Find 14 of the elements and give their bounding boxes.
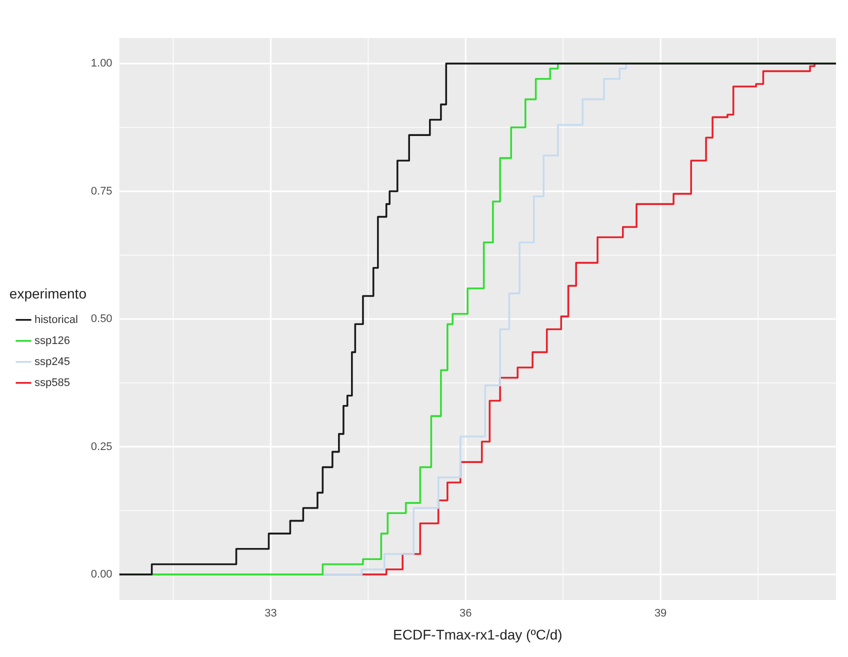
x-axis-title: ECDF-Tmax-rx1-day (ºC/d) (393, 626, 562, 642)
legend-label: ssp245 (34, 356, 70, 368)
x-tick-label: 36 (460, 608, 472, 620)
y-tick-label: 0.75 (90, 185, 112, 198)
x-tick-label: 33 (264, 608, 277, 620)
legend-label: ssp585 (34, 376, 70, 389)
legend-label: ssp126 (34, 334, 70, 347)
x-tick-label: 39 (654, 608, 667, 620)
y-tick-label: 0.00 (90, 568, 112, 580)
y-tick-label: 0.25 (90, 440, 112, 453)
legend-title: experimento (9, 285, 87, 302)
legend-label: historical (34, 314, 78, 326)
y-tick-label: 0.50 (90, 313, 112, 326)
y-tick-label: 1.00 (90, 58, 112, 70)
